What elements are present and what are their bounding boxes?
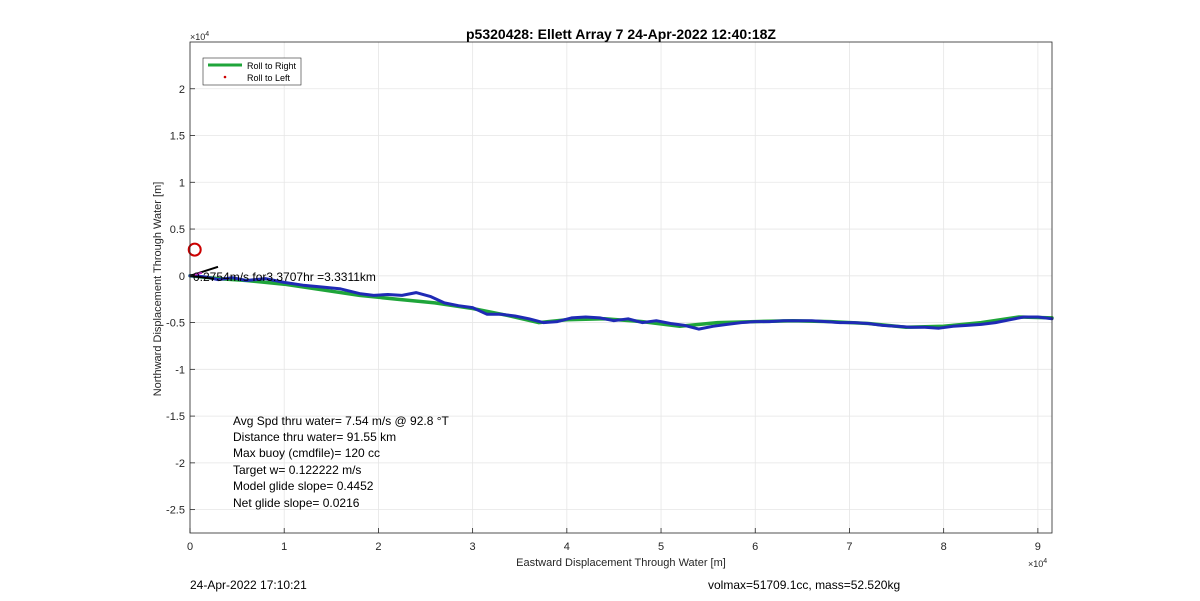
y-tick-label: 0	[179, 271, 185, 283]
x-tick-label: 8	[941, 541, 947, 553]
y-tick-label: 2	[179, 84, 185, 96]
leg-segment	[193, 271, 203, 276]
y-tick-label: -2	[175, 458, 185, 470]
x-tick-label: 3	[470, 541, 476, 553]
legend-box	[202, 57, 302, 86]
x-axis-label: Eastward Displacement Through Water [m]	[516, 557, 726, 569]
plot-frame	[189, 41, 1053, 534]
x-tick-label: 1	[281, 541, 287, 553]
y-axis-label: Northward Displacement Through Water [m]	[152, 182, 164, 397]
y-tick-label: 0.5	[170, 224, 185, 236]
leg-annotation: 0.2754m/s for3.3707hr =3.3311km	[193, 270, 376, 284]
legend: Roll to Right Roll to Left	[202, 57, 302, 86]
x-tick-label: 7	[846, 541, 852, 553]
footer-vol-mass: volmax=51709.1cc, mass=52.520kg	[708, 578, 901, 592]
y-tick-label: -2.5	[166, 505, 185, 517]
marker-layer	[187, 242, 219, 280]
stat-model-glide-slope: Model glide slope= 0.4452	[233, 479, 374, 493]
y-tick-label: 1	[179, 177, 185, 189]
stat-distance: Distance thru water= 91.55 km	[233, 430, 396, 444]
y-tick-label: -1.5	[166, 411, 185, 423]
x-exponent-label: ×104	[1028, 558, 1047, 569]
x-tick-label: 2	[375, 541, 381, 553]
stat-target-w: Target w= 0.122222 m/s	[233, 463, 361, 477]
series-line-track	[188, 274, 1054, 331]
ticks: 0 1 2 3 4 5 6 7 8 9 -2.5 -2 -1.5 -1 -0.5 0 0.5 1 1.5 2	[166, 84, 1041, 553]
stat-avg-speed: Avg Spd thru water= 7.54 m/s @ 92.8 °T	[233, 414, 450, 428]
legend-swatch-roll-left	[223, 75, 227, 79]
x-tick-label: 9	[1035, 541, 1041, 553]
leg-arrow-head	[189, 274, 215, 280]
y-tick-label: -1	[175, 364, 185, 376]
series-layer	[188, 274, 1054, 331]
start-marker-circle	[187, 242, 202, 257]
x-tick-label: 5	[658, 541, 664, 553]
x-tick-label: 4	[564, 541, 570, 553]
x-tick-label: 0	[187, 541, 193, 553]
stats-block: Avg Spd thru water= 7.54 m/s @ 92.8 °T D…	[233, 414, 450, 510]
stat-max-buoy: Max buoy (cmdfile)= 120 cc	[233, 446, 380, 460]
x-tick-label: 6	[752, 541, 758, 553]
y-tick-label: 1.5	[170, 131, 185, 143]
stat-net-glide-slope: Net glide slope= 0.0216	[233, 496, 360, 510]
legend-label-roll-right: Roll to Right	[247, 61, 297, 71]
legend-label-roll-left: Roll to Left	[247, 73, 291, 83]
footer-timestamp: 24-Apr-2022 17:10:21	[190, 578, 307, 592]
chart-title: p5320428: Ellett Array 7 24-Apr-2022 12:…	[466, 26, 776, 42]
y-exponent-label: ×104	[190, 31, 209, 42]
grid	[189, 42, 1052, 533]
y-tick-label: -0.5	[166, 318, 185, 330]
